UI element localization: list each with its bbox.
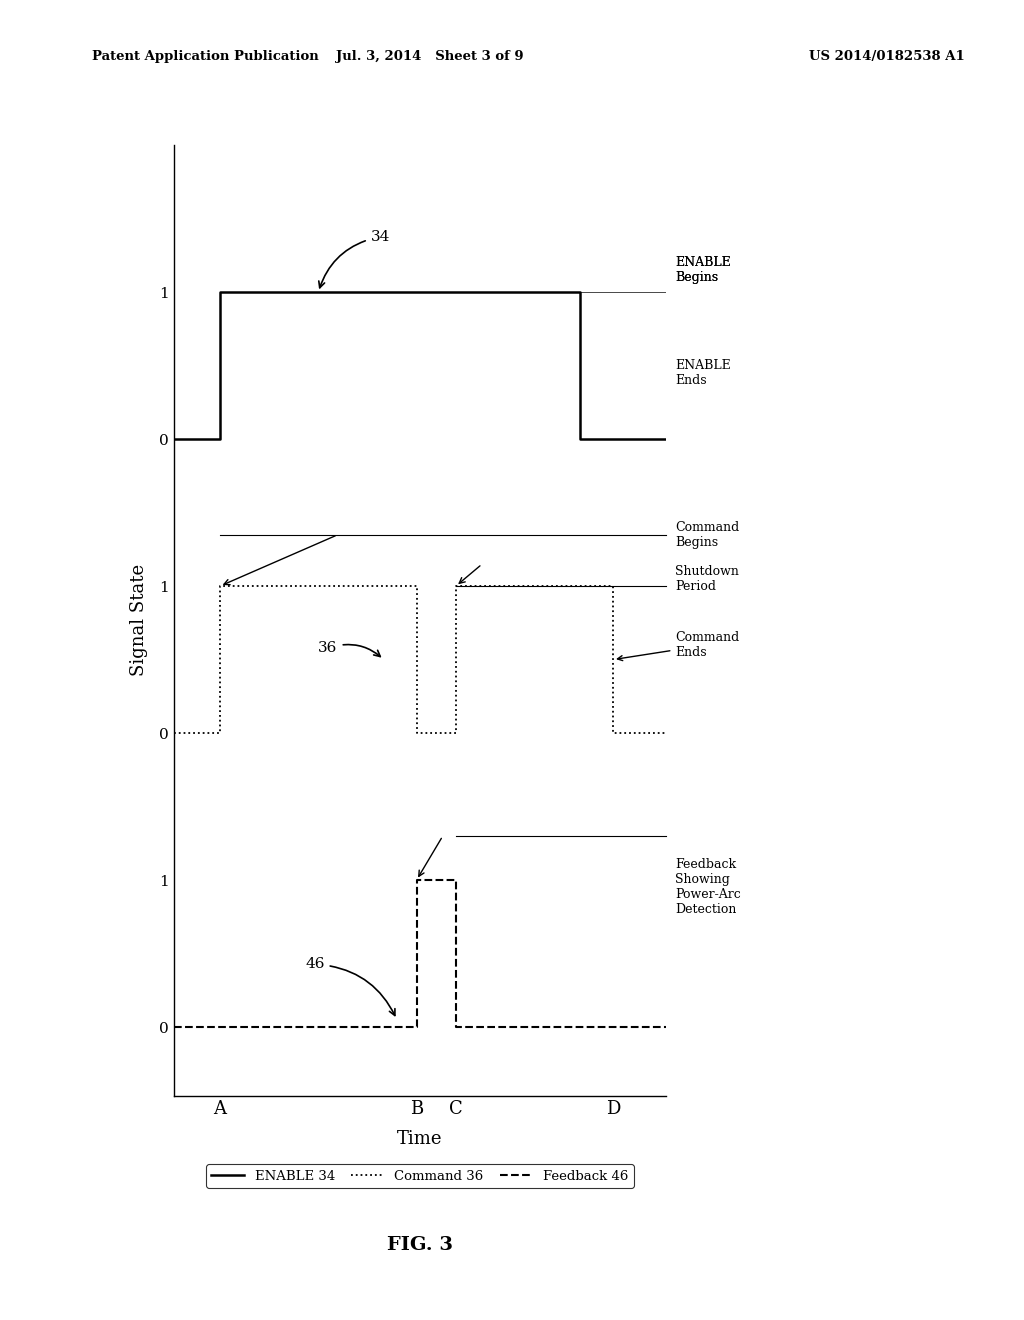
Text: FIG. 3: FIG. 3 (387, 1236, 453, 1254)
Text: 46: 46 (305, 957, 395, 1015)
Text: ENABLE
Begins: ENABLE Begins (676, 256, 731, 284)
X-axis label: Time: Time (397, 1130, 442, 1147)
Text: Feedback
Showing
Power-Arc
Detection: Feedback Showing Power-Arc Detection (676, 858, 741, 916)
Y-axis label: Signal State: Signal State (130, 565, 148, 676)
Text: Shutdown
Period: Shutdown Period (676, 565, 739, 593)
Text: Command
Ends: Command Ends (617, 631, 739, 660)
Text: Patent Application Publication: Patent Application Publication (92, 50, 318, 63)
Legend: ENABLE 34, Command 36, Feedback 46: ENABLE 34, Command 36, Feedback 46 (206, 1164, 634, 1188)
Text: ENABLE
Begins: ENABLE Begins (676, 256, 731, 284)
Text: Command
Begins: Command Begins (676, 520, 739, 549)
Text: Jul. 3, 2014   Sheet 3 of 9: Jul. 3, 2014 Sheet 3 of 9 (336, 50, 524, 63)
Text: ENABLE
Ends: ENABLE Ends (676, 359, 731, 387)
Text: US 2014/0182538 A1: US 2014/0182538 A1 (809, 50, 965, 63)
Text: 36: 36 (318, 642, 380, 656)
Text: 34: 34 (318, 230, 390, 288)
